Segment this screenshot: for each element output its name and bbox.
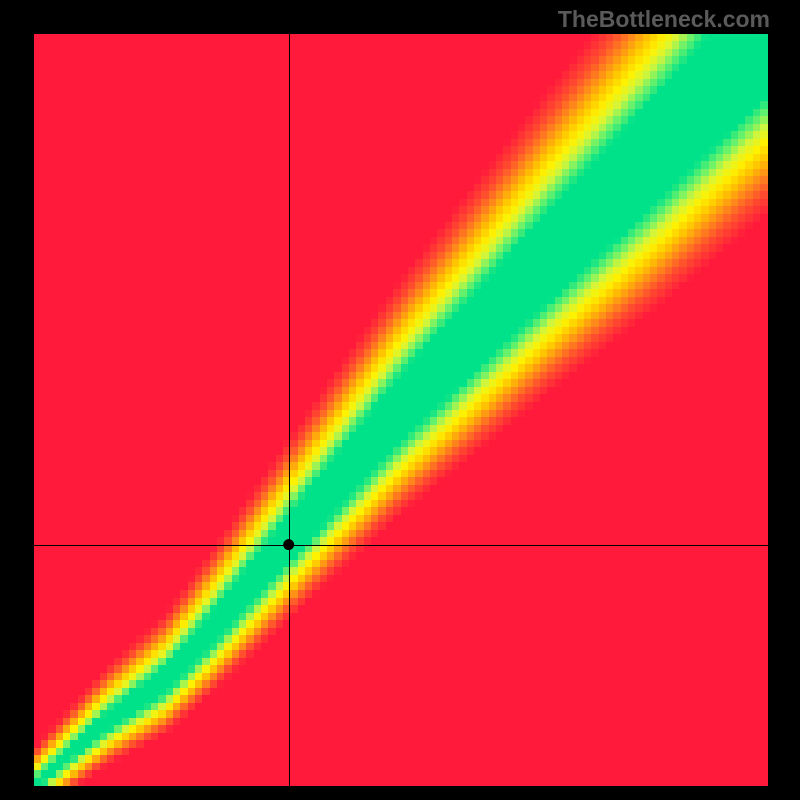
chart-container: { "watermark": { "text": "TheBottleneck.… bbox=[0, 0, 800, 800]
bottleneck-heatmap bbox=[34, 34, 768, 786]
watermark-text: TheBottleneck.com bbox=[558, 6, 770, 33]
